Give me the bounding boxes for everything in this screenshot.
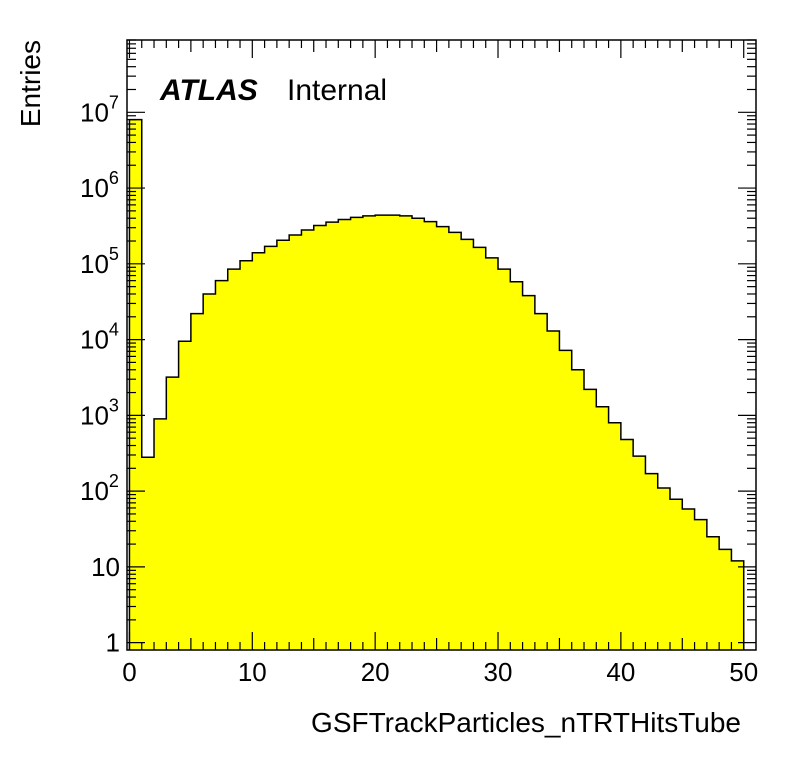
histogram-bar: [240, 260, 253, 650]
x-axis-title: GSFTrackParticles_nTRTHitsTube: [311, 707, 741, 738]
histogram-bar: [313, 225, 327, 651]
histogram-bar: [731, 560, 745, 650]
histogram-bar: [326, 222, 339, 650]
histogram-bar: [178, 341, 192, 650]
histogram-bar: [571, 369, 585, 650]
histogram-bar: [534, 313, 548, 650]
histogram-bar: [129, 119, 143, 650]
y-tick-labels: 1 10 102 103 104 105 106 107: [80, 92, 120, 657]
y-tick-label: 107: [80, 92, 119, 127]
histogram-bar: [436, 226, 450, 651]
histogram-bar: [264, 246, 278, 650]
histogram-bar: [375, 215, 388, 651]
histogram-bar: [682, 509, 695, 650]
histogram-bar: [448, 232, 462, 650]
histogram-bar: [276, 240, 290, 651]
histogram-bar: [473, 247, 487, 650]
axis-ticks: [127, 39, 756, 650]
histogram-bar: [498, 269, 511, 650]
atlas-label: ATLAS: [159, 74, 258, 107]
histogram-bar: [215, 280, 229, 650]
y-tick-label: 104: [80, 320, 119, 355]
histogram-bar: [620, 439, 634, 650]
histogram-bar: [694, 519, 708, 650]
x-tick-label: 30: [484, 657, 513, 687]
histogram-bar: [559, 350, 573, 650]
x-tick-label: 10: [238, 657, 267, 687]
histogram-bar: [424, 221, 437, 650]
histogram-bar: [461, 239, 474, 650]
histogram-bar: [584, 389, 597, 650]
histogram-bar: [289, 235, 302, 650]
histogram-bar: [657, 487, 671, 650]
x-tick-label: 50: [729, 657, 758, 687]
histogram-bar: [154, 418, 167, 650]
y-tick-label: 103: [80, 395, 119, 430]
histogram-bar: [522, 295, 536, 650]
y-tick-label: 1: [106, 628, 120, 658]
histogram-bar: [608, 422, 622, 650]
histogram-bar: [719, 549, 732, 650]
plot-frame: [126, 39, 757, 651]
y-tick-label: 106: [80, 168, 119, 203]
histogram-bar: [362, 215, 376, 650]
x-tick-label: 20: [361, 657, 390, 687]
histogram-bar: [166, 377, 179, 650]
histogram-bar: [706, 536, 720, 650]
y-tick-label: 105: [80, 244, 119, 279]
histogram-bar: [633, 456, 646, 650]
y-tick-label: 102: [80, 471, 119, 506]
histogram-outline: [128, 118, 745, 650]
histogram-bar: [301, 229, 315, 651]
histogram-bar: [190, 313, 204, 650]
histogram-bar: [227, 269, 241, 650]
histogram-bar: [338, 219, 351, 651]
y-tick-label: 10: [91, 552, 120, 582]
histogram-bar: [547, 330, 560, 650]
histogram-bar: [399, 215, 413, 650]
histogram-bar: [670, 499, 683, 650]
histogram-bars: [129, 119, 745, 651]
histogram-bar: [596, 406, 609, 650]
histogram-bar: [387, 215, 401, 651]
x-tick-labels: 0 10 20 30 40 50: [122, 657, 758, 687]
histogram-bar: [350, 217, 364, 650]
histogram-bar: [510, 281, 523, 650]
y-axis-title: Entries: [15, 40, 46, 127]
histogram-bar: [412, 218, 425, 650]
x-tick-label: 0: [122, 657, 136, 687]
x-tick-label: 40: [606, 657, 635, 687]
histogram-bar: [645, 473, 659, 650]
histogram-bar: [203, 293, 216, 650]
status-label: Internal: [287, 74, 387, 107]
histogram-bar: [141, 457, 155, 650]
histogram-bar: [485, 257, 499, 650]
histogram-bar: [252, 252, 265, 650]
